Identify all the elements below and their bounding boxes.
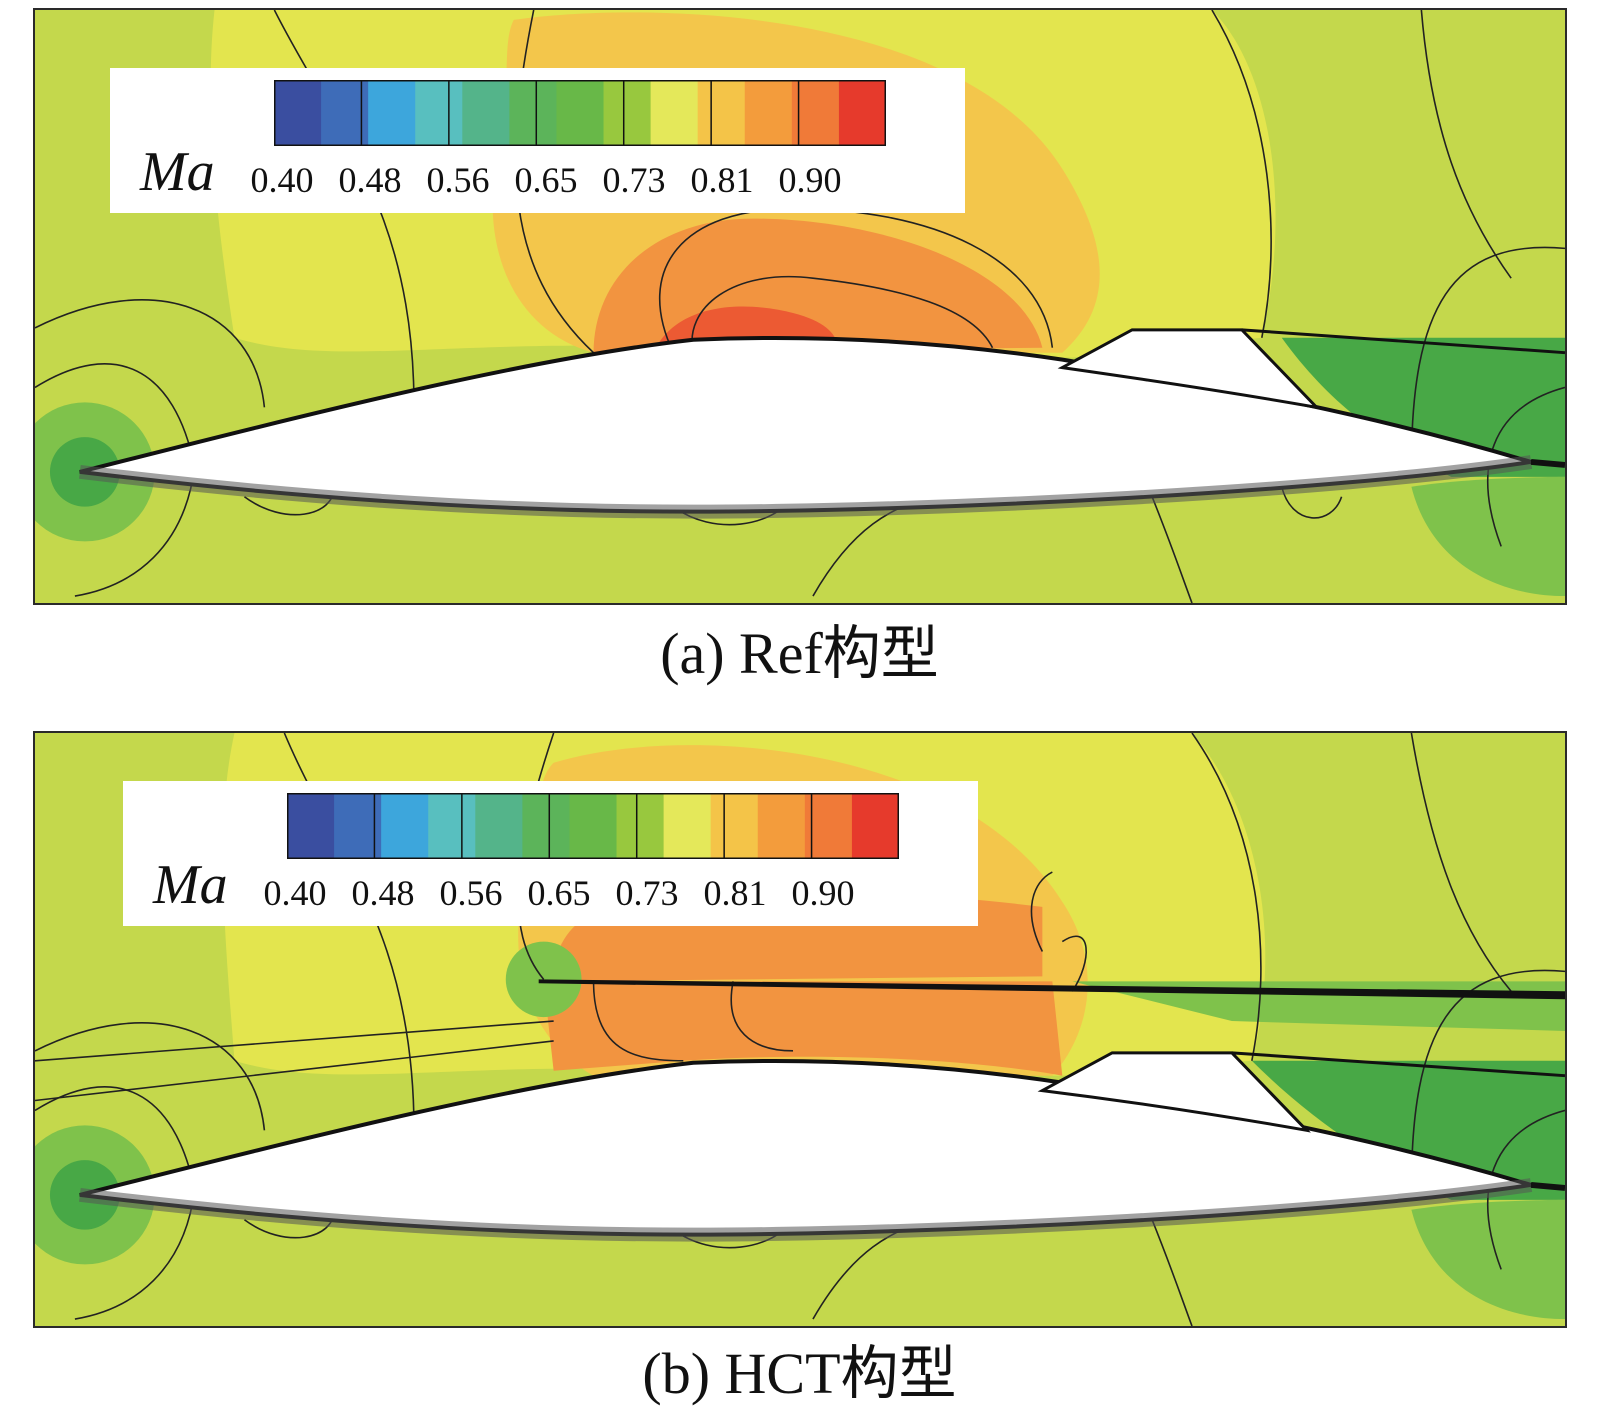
flap-element xyxy=(1057,328,1321,410)
colorbar-swatch xyxy=(838,80,886,146)
colorbar-swatch xyxy=(603,80,652,146)
colorbar-tick: 0.40 xyxy=(263,873,327,913)
colorbar-swatch xyxy=(804,793,853,859)
flap-wake-green xyxy=(1251,1060,1565,1200)
colorbar-tick: 0.81 xyxy=(703,873,767,913)
contour-panel-ref: Ma 0.40 0.48 0.56 0.65 0.73 0.81 0.90 xyxy=(33,8,1567,605)
colorbar-tick: 0.48 xyxy=(351,873,415,913)
flap-element xyxy=(1037,1051,1311,1133)
colorbar-swatch xyxy=(274,80,322,146)
colorbar-tick: 0.48 xyxy=(338,160,402,200)
colorbar-tick: 0.73 xyxy=(602,160,666,200)
colorbar-swatch xyxy=(509,80,558,146)
colorbar-swatch xyxy=(569,793,618,859)
colorbar-swatch xyxy=(381,793,429,859)
colorbar-swatch xyxy=(475,793,523,859)
caption-hct: (b) HCT构型 xyxy=(642,1341,957,1406)
colorbar-swatch xyxy=(287,793,335,859)
colorbar-legend: Ma 0.40 0.48 0.56 0.65 0.73 0.81 0.90 xyxy=(110,68,965,213)
colorbar-swatch xyxy=(710,793,759,859)
colorbar-swatch xyxy=(368,80,416,146)
contour-lines xyxy=(35,733,1565,1326)
colorbar-border xyxy=(274,80,886,146)
colorbar-swatch xyxy=(744,80,793,146)
colorbar-tick: 0.65 xyxy=(527,873,591,913)
colorbar-variable-label: Ma xyxy=(153,854,228,916)
colorbar-swatch xyxy=(851,793,899,859)
colorbar-tick: 0.73 xyxy=(615,873,679,913)
colorbar-tick: 0.56 xyxy=(439,873,503,913)
caption-ref: (a) Ref构型 xyxy=(660,621,939,686)
orange-region xyxy=(543,981,1063,1076)
colorbar-swatch xyxy=(663,793,712,859)
colorbar-tick: 0.65 xyxy=(514,160,578,200)
colorbar xyxy=(274,80,886,146)
colorbar-border xyxy=(287,793,899,859)
colorbar-swatch xyxy=(556,80,605,146)
colorbar-legend: Ma 0.40 0.48 0.56 0.65 0.73 0.81 0.90 xyxy=(123,781,978,926)
colorbar-swatch xyxy=(428,793,476,859)
contour-panel-hct: Ma 0.40 0.48 0.56 0.65 0.73 0.81 0.90 xyxy=(33,731,1567,1328)
colorbar-swatch xyxy=(650,80,699,146)
colorbar-tick: 0.81 xyxy=(690,160,754,200)
colorbar-tick: 0.90 xyxy=(791,873,855,913)
hct-leading-edge-green xyxy=(505,941,582,1018)
colorbar xyxy=(287,793,899,859)
colorbar-swatch xyxy=(757,793,806,859)
colorbar-swatch xyxy=(697,80,746,146)
colorbar-tick: 0.56 xyxy=(426,160,490,200)
colorbar-tick: 0.90 xyxy=(778,160,842,200)
colorbar-tick: 0.40 xyxy=(250,160,314,200)
colorbar-swatch xyxy=(415,80,463,146)
flap-wake-green xyxy=(1281,337,1565,477)
colorbar-variable-label: Ma xyxy=(140,141,215,203)
colorbar-swatch xyxy=(522,793,571,859)
trailing-edge-green xyxy=(1411,1199,1565,1320)
colorbar-swatch xyxy=(791,80,840,146)
hct-element xyxy=(538,979,1565,1000)
trailing-edge-green xyxy=(1411,476,1565,597)
colorbar-swatch xyxy=(462,80,510,146)
colorbar-swatch xyxy=(616,793,665,859)
